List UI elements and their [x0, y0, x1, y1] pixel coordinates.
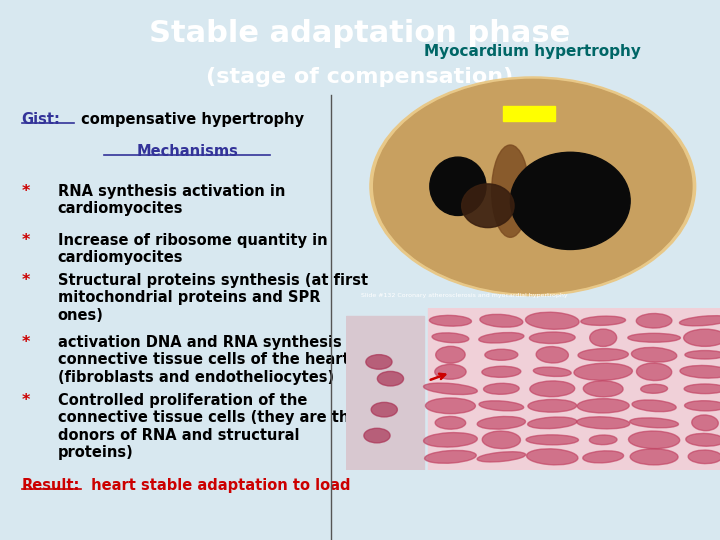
Bar: [346, 316, 424, 470]
Text: Mechanisms: Mechanisms: [136, 144, 238, 159]
Ellipse shape: [477, 452, 526, 462]
Text: Structural proteins synthesis (at first
mitochondrial proteins and SPR
ones): Structural proteins synthesis (at first …: [58, 273, 368, 322]
Ellipse shape: [374, 79, 692, 293]
Ellipse shape: [432, 333, 469, 343]
Text: compensative hypertrophy: compensative hypertrophy: [76, 112, 304, 127]
Text: *: *: [22, 184, 30, 199]
Ellipse shape: [435, 364, 466, 379]
Text: *: *: [22, 273, 30, 288]
Ellipse shape: [636, 363, 672, 381]
Ellipse shape: [534, 367, 571, 376]
Text: RNA synthesis activation in
cardiomyocites: RNA synthesis activation in cardiomyocit…: [58, 184, 285, 216]
Ellipse shape: [630, 418, 678, 428]
Bar: [428, 308, 720, 470]
Ellipse shape: [583, 381, 623, 397]
Ellipse shape: [529, 332, 575, 343]
Ellipse shape: [530, 381, 575, 397]
Ellipse shape: [590, 435, 617, 444]
Ellipse shape: [574, 363, 632, 380]
Ellipse shape: [425, 450, 476, 463]
Ellipse shape: [482, 366, 521, 377]
Ellipse shape: [377, 372, 403, 386]
Ellipse shape: [581, 316, 626, 326]
Ellipse shape: [526, 312, 579, 329]
Ellipse shape: [688, 450, 720, 464]
Bar: [503, 106, 555, 120]
Text: (stage of compensation): (stage of compensation): [207, 68, 513, 87]
Ellipse shape: [629, 431, 680, 449]
Ellipse shape: [685, 350, 720, 359]
Ellipse shape: [680, 316, 720, 326]
Text: heart stable adaptation to load: heart stable adaptation to load: [86, 478, 351, 492]
Ellipse shape: [630, 449, 678, 465]
Ellipse shape: [479, 333, 524, 343]
Ellipse shape: [685, 434, 720, 446]
Ellipse shape: [430, 157, 486, 215]
Ellipse shape: [628, 333, 680, 342]
Ellipse shape: [370, 77, 696, 296]
Ellipse shape: [692, 415, 719, 431]
Ellipse shape: [480, 314, 523, 327]
Ellipse shape: [631, 347, 677, 362]
Ellipse shape: [528, 417, 577, 429]
Ellipse shape: [492, 145, 529, 238]
Ellipse shape: [590, 329, 616, 347]
Ellipse shape: [577, 399, 629, 413]
Ellipse shape: [526, 449, 578, 465]
Text: Stable adaptation phase: Stable adaptation phase: [149, 18, 571, 48]
Text: Controlled proliferation of the
connective tissue cells (they are the
donors of : Controlled proliferation of the connecti…: [58, 393, 359, 460]
Ellipse shape: [477, 416, 526, 429]
Ellipse shape: [685, 401, 720, 411]
Ellipse shape: [462, 184, 514, 228]
Ellipse shape: [510, 152, 630, 249]
Ellipse shape: [429, 315, 472, 326]
Ellipse shape: [641, 384, 667, 393]
Ellipse shape: [364, 428, 390, 443]
Ellipse shape: [484, 383, 519, 394]
Ellipse shape: [578, 349, 629, 361]
Text: Slide #132 Coronary atherosclerosis and myocardial hypertrophy: Slide #132 Coronary atherosclerosis and …: [361, 293, 567, 298]
Ellipse shape: [528, 400, 577, 412]
Ellipse shape: [636, 314, 672, 328]
Ellipse shape: [479, 401, 523, 411]
Ellipse shape: [680, 366, 720, 378]
Text: *: *: [22, 335, 30, 350]
Ellipse shape: [536, 347, 568, 363]
Ellipse shape: [577, 417, 630, 429]
Text: *: *: [22, 393, 30, 408]
Ellipse shape: [684, 384, 720, 394]
Ellipse shape: [526, 435, 578, 445]
Ellipse shape: [485, 349, 518, 360]
Ellipse shape: [632, 400, 676, 411]
Text: Myocardium hypertrophy: Myocardium hypertrophy: [424, 44, 642, 59]
Text: Result:: Result:: [22, 478, 80, 492]
Ellipse shape: [372, 402, 397, 417]
Ellipse shape: [482, 431, 521, 449]
Text: Increase of ribosome quantity in
cardiomyocites: Increase of ribosome quantity in cardiom…: [58, 233, 327, 265]
Ellipse shape: [423, 383, 477, 395]
Text: *: *: [22, 233, 30, 248]
Ellipse shape: [366, 355, 392, 369]
Ellipse shape: [582, 451, 624, 463]
Ellipse shape: [423, 433, 477, 447]
Ellipse shape: [684, 329, 720, 346]
Ellipse shape: [436, 346, 465, 363]
Ellipse shape: [435, 416, 466, 429]
Text: Gist:: Gist:: [22, 112, 60, 127]
Text: activation DNA and RNA synthesis in
connective tissue cells of the heart
(fibrob: activation DNA and RNA synthesis in conn…: [58, 335, 362, 385]
Ellipse shape: [426, 398, 475, 414]
